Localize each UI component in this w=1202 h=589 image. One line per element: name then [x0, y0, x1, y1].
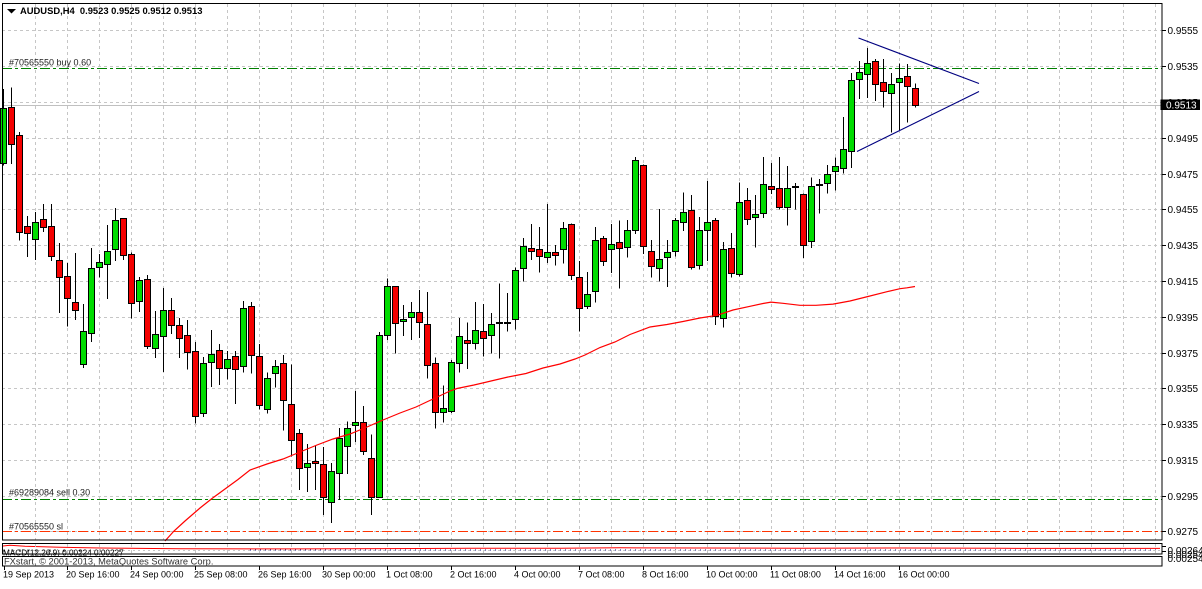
svg-text:11 Oct 08:00: 11 Oct 08:00 [770, 570, 821, 580]
svg-text:0.9275: 0.9275 [1168, 527, 1199, 538]
svg-text:16 Oct 00:00: 16 Oct 00:00 [898, 570, 950, 580]
svg-text:14 Oct 16:00: 14 Oct 16:00 [834, 570, 886, 580]
svg-text:0.9535: 0.9535 [1168, 62, 1199, 73]
svg-text:1 Oct 08:00: 1 Oct 08:00 [386, 570, 433, 580]
svg-text:24 Sep 00:00: 24 Sep 00:00 [130, 570, 184, 580]
svg-text:0.9513: 0.9513 [1166, 101, 1197, 112]
svg-text:4 Oct 00:00: 4 Oct 00:00 [514, 570, 561, 580]
svg-text:FXstart, © 2001-2013, MetaQuot: FXstart, © 2001-2013, MetaQuotes Softwar… [4, 557, 213, 567]
svg-text:0.9335: 0.9335 [1168, 420, 1199, 431]
svg-text:25 Sep 08:00: 25 Sep 08:00 [194, 570, 248, 580]
svg-text:0.9415: 0.9415 [1168, 277, 1199, 288]
svg-text:AUDUSD,H4 0.9523 0.9525 0.951: AUDUSD,H4 0.9523 0.9525 0.9512 0.9513 [20, 5, 202, 16]
svg-text:0.00254: 0.00254 [1168, 554, 1202, 565]
svg-text:#69289084 sell 0.30: #69289084 sell 0.30 [9, 488, 90, 498]
svg-text:0.9475: 0.9475 [1168, 170, 1199, 181]
svg-text:#70565550 buy 0.60: #70565550 buy 0.60 [9, 58, 91, 68]
svg-text:8 Oct 16:00: 8 Oct 16:00 [642, 570, 689, 580]
svg-text:0.9455: 0.9455 [1168, 205, 1199, 216]
svg-text:0.9295: 0.9295 [1168, 492, 1199, 503]
svg-text:0.9435: 0.9435 [1168, 241, 1199, 252]
svg-text:0.9555: 0.9555 [1168, 26, 1199, 37]
svg-text:#70565550 sl: #70565550 sl [9, 522, 63, 532]
svg-text:0.9355: 0.9355 [1168, 384, 1199, 395]
svg-text:19 Sep 2013: 19 Sep 2013 [3, 570, 54, 580]
svg-text:7 Oct 08:00: 7 Oct 08:00 [578, 570, 625, 580]
svg-text:0.9495: 0.9495 [1168, 134, 1199, 145]
svg-text:0.9375: 0.9375 [1168, 349, 1199, 360]
svg-text:2 Oct 16:00: 2 Oct 16:00 [450, 570, 497, 580]
svg-text:26 Sep 16:00: 26 Sep 16:00 [258, 570, 312, 580]
svg-text:30 Sep 00:00: 30 Sep 00:00 [322, 570, 376, 580]
svg-text:10 Oct 00:00: 10 Oct 00:00 [706, 570, 758, 580]
svg-text:20 Sep 16:00: 20 Sep 16:00 [66, 570, 120, 580]
svg-text:0.9315: 0.9315 [1168, 456, 1199, 467]
svg-text:0.9395: 0.9395 [1168, 313, 1199, 324]
